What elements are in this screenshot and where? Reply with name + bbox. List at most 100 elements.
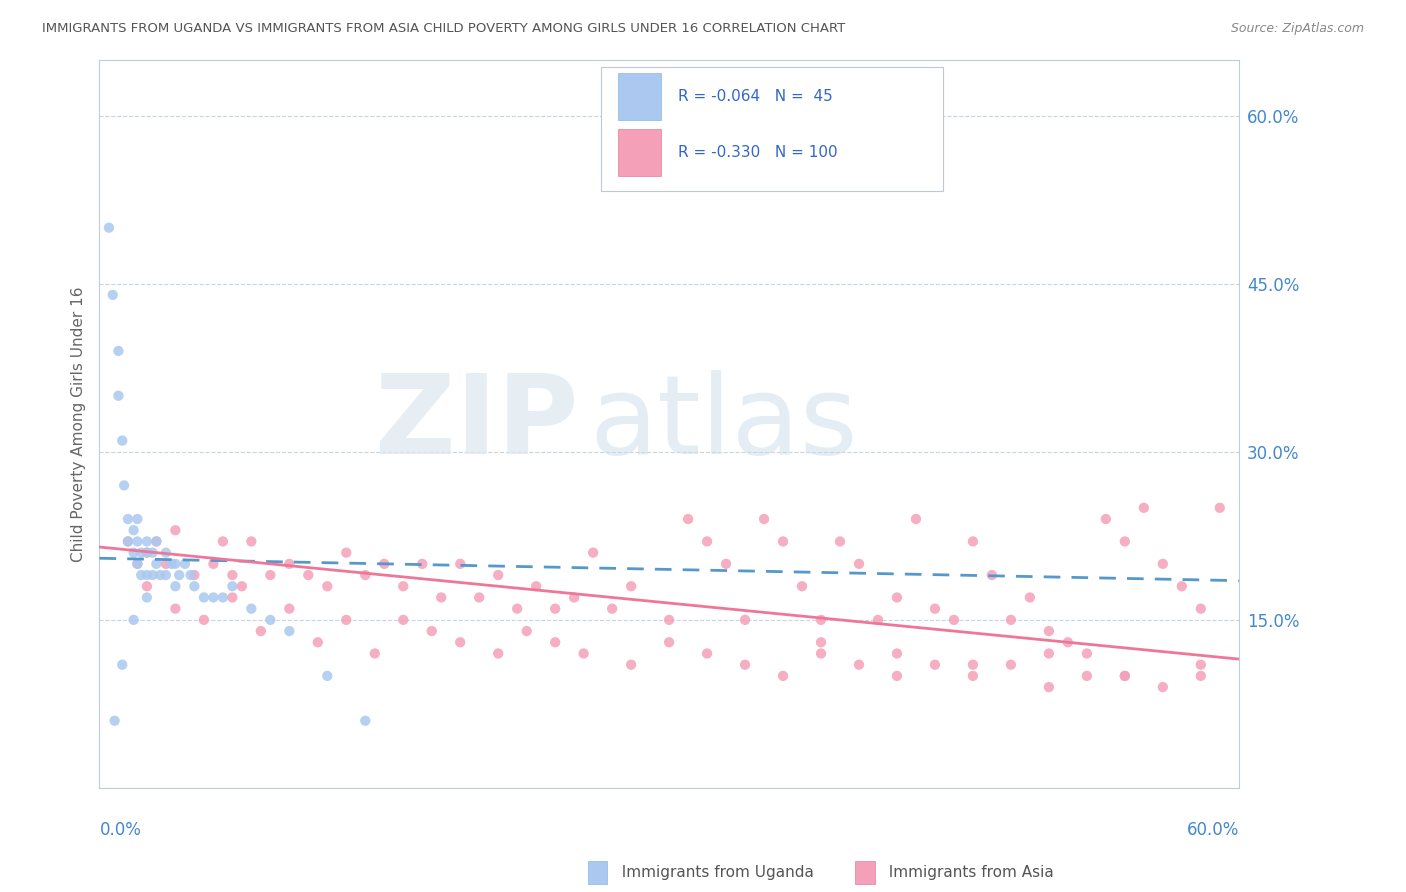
Point <box>620 579 643 593</box>
Point <box>240 534 263 549</box>
Point <box>486 647 509 661</box>
Point <box>1114 669 1136 683</box>
Point <box>1171 579 1194 593</box>
Point <box>524 579 547 593</box>
Point <box>107 389 129 403</box>
Point <box>1076 669 1098 683</box>
Point <box>1189 657 1212 672</box>
Point <box>278 601 301 615</box>
Point <box>259 613 281 627</box>
Point <box>1095 512 1118 526</box>
Point <box>1057 635 1080 649</box>
Bar <box>600 67 942 191</box>
Point <box>449 635 471 649</box>
Point <box>122 613 145 627</box>
Point <box>117 534 139 549</box>
Point <box>135 546 157 560</box>
Point <box>127 512 149 526</box>
Point <box>544 601 567 615</box>
Point <box>904 512 927 526</box>
Point <box>1076 647 1098 661</box>
Point <box>392 613 415 627</box>
Text: Source: ZipAtlas.com: Source: ZipAtlas.com <box>1230 22 1364 36</box>
Point <box>430 591 453 605</box>
Point <box>886 647 908 661</box>
Point <box>212 591 235 605</box>
Point <box>155 546 177 560</box>
Point <box>486 568 509 582</box>
Point <box>127 557 149 571</box>
Point <box>1038 624 1060 638</box>
Point <box>278 624 301 638</box>
Point <box>516 624 538 638</box>
Point <box>202 557 225 571</box>
Point <box>980 568 1002 582</box>
Point <box>582 546 605 560</box>
Point <box>866 613 889 627</box>
Point <box>142 568 165 582</box>
Point <box>135 591 157 605</box>
Point <box>420 624 443 638</box>
Point <box>1152 557 1174 571</box>
Point <box>1189 669 1212 683</box>
Point <box>354 714 377 728</box>
Point <box>155 568 177 582</box>
Point <box>297 568 319 582</box>
Point <box>734 613 756 627</box>
Point <box>886 591 908 605</box>
Point <box>924 601 946 615</box>
Point <box>620 657 643 672</box>
Point <box>1038 647 1060 661</box>
Text: R = -0.064   N =  45: R = -0.064 N = 45 <box>678 89 832 104</box>
Point <box>221 568 243 582</box>
Point <box>212 534 235 549</box>
Bar <box>617 128 661 176</box>
Point <box>562 591 585 605</box>
Point <box>658 635 681 649</box>
Point <box>221 591 243 605</box>
Point <box>1209 500 1232 515</box>
Point <box>752 512 775 526</box>
Point <box>122 523 145 537</box>
Point <box>135 579 157 593</box>
Point <box>449 557 471 571</box>
Point <box>658 613 681 627</box>
Text: Immigrants from Uganda: Immigrants from Uganda <box>612 865 814 880</box>
Text: 60.0%: 60.0% <box>1187 821 1239 838</box>
Point <box>111 657 134 672</box>
Point <box>696 534 718 549</box>
Point <box>962 534 984 549</box>
Point <box>117 534 139 549</box>
Text: Immigrants from Asia: Immigrants from Asia <box>879 865 1053 880</box>
Point <box>122 546 145 560</box>
Point <box>155 557 177 571</box>
Point <box>193 591 215 605</box>
Point <box>848 557 870 571</box>
Point <box>183 579 205 593</box>
Point <box>924 657 946 672</box>
Point <box>962 657 984 672</box>
Point <box>160 557 183 571</box>
Point <box>886 669 908 683</box>
Point <box>259 568 281 582</box>
Point <box>221 579 243 593</box>
Point <box>772 669 794 683</box>
Point <box>250 624 273 638</box>
Point <box>506 601 529 615</box>
Point <box>127 557 149 571</box>
Point <box>129 568 152 582</box>
Point <box>117 512 139 526</box>
Point <box>307 635 329 649</box>
Point <box>193 613 215 627</box>
Point <box>790 579 813 593</box>
Point <box>104 714 127 728</box>
Point <box>373 557 395 571</box>
Bar <box>617 73 661 120</box>
Point <box>1000 613 1022 627</box>
Point <box>165 579 187 593</box>
Point <box>1152 680 1174 694</box>
Point <box>1019 591 1042 605</box>
Point <box>411 557 433 571</box>
Text: R = -0.330   N = 100: R = -0.330 N = 100 <box>678 145 838 160</box>
Point <box>145 534 167 549</box>
